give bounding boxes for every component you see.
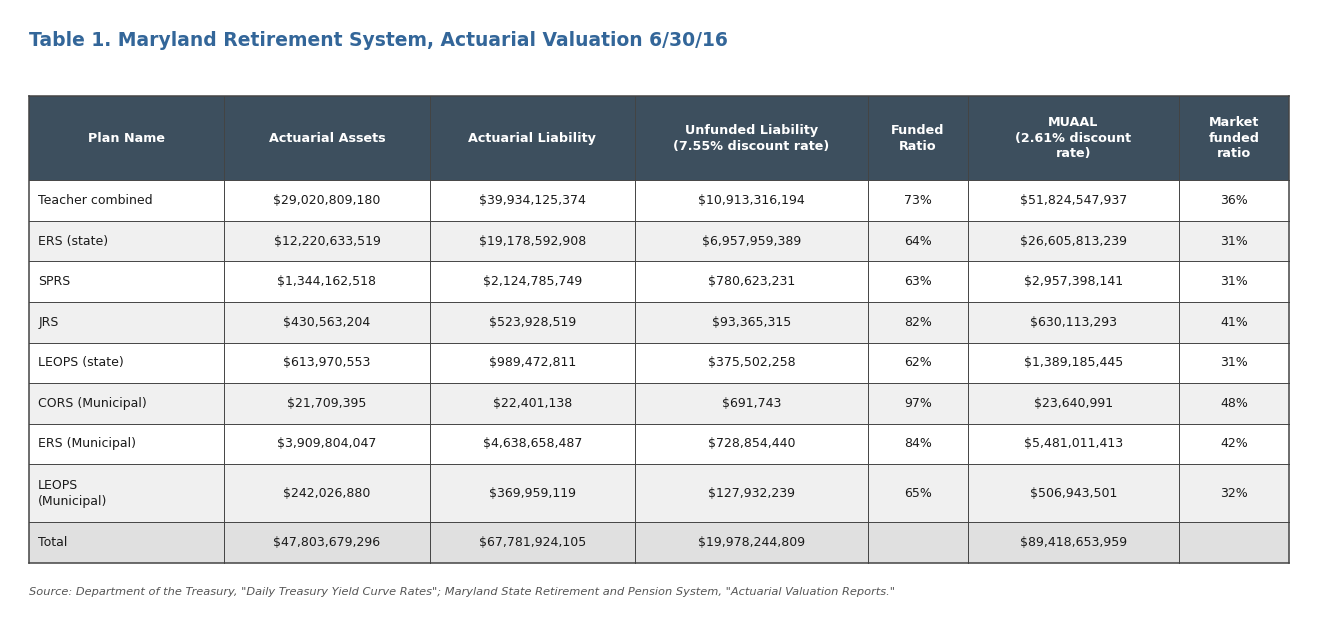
Text: $127,932,239: $127,932,239	[708, 487, 795, 499]
Text: ERS (Municipal): ERS (Municipal)	[38, 437, 136, 450]
Text: $47,803,679,296: $47,803,679,296	[273, 536, 381, 549]
Text: $2,124,785,749: $2,124,785,749	[482, 275, 583, 288]
Text: MUAAL
(2.61% discount
rate): MUAAL (2.61% discount rate)	[1015, 116, 1132, 160]
Text: Source: Department of the Treasury, "Daily Treasury Yield Curve Rates"; Maryland: Source: Department of the Treasury, "Dai…	[29, 587, 895, 597]
Text: $1,389,185,445: $1,389,185,445	[1024, 356, 1123, 369]
Text: $506,943,501: $506,943,501	[1029, 487, 1118, 499]
Text: $780,623,231: $780,623,231	[708, 275, 795, 288]
Text: $989,472,811: $989,472,811	[489, 356, 576, 369]
Text: $375,502,258: $375,502,258	[708, 356, 796, 369]
Text: $3,909,804,047: $3,909,804,047	[277, 437, 377, 450]
Text: LEOPS (state): LEOPS (state)	[38, 356, 124, 369]
Text: $23,640,991: $23,640,991	[1035, 397, 1114, 410]
Text: LEOPS
(Municipal): LEOPS (Municipal)	[38, 479, 108, 508]
Text: 97%: 97%	[904, 397, 932, 410]
Text: $67,781,924,105: $67,781,924,105	[478, 536, 587, 549]
Text: 48%: 48%	[1220, 397, 1248, 410]
Text: 31%: 31%	[1220, 234, 1248, 248]
Text: $691,743: $691,743	[722, 397, 782, 410]
Text: $242,026,880: $242,026,880	[283, 487, 370, 499]
Text: 31%: 31%	[1220, 356, 1248, 369]
Text: 82%: 82%	[904, 316, 932, 329]
Text: 64%: 64%	[904, 234, 932, 248]
Text: SPRS: SPRS	[38, 275, 70, 288]
Text: Table 1. Maryland Retirement System, Actuarial Valuation 6/30/16: Table 1. Maryland Retirement System, Act…	[29, 31, 728, 50]
Text: 62%: 62%	[904, 356, 932, 369]
Text: $29,020,809,180: $29,020,809,180	[273, 194, 381, 207]
Text: 32%: 32%	[1220, 487, 1248, 499]
Text: $4,638,658,487: $4,638,658,487	[482, 437, 583, 450]
Text: Market
funded
ratio: Market funded ratio	[1209, 116, 1260, 160]
Text: 31%: 31%	[1220, 275, 1248, 288]
Text: $93,365,315: $93,365,315	[712, 316, 791, 329]
Text: 84%: 84%	[904, 437, 932, 450]
Text: $728,854,440: $728,854,440	[708, 437, 795, 450]
Text: $10,913,316,194: $10,913,316,194	[699, 194, 805, 207]
Text: $19,978,244,809: $19,978,244,809	[699, 536, 805, 549]
Text: Total: Total	[38, 536, 67, 549]
Text: ERS (state): ERS (state)	[38, 234, 108, 248]
Text: $51,824,547,937: $51,824,547,937	[1020, 194, 1127, 207]
Text: $89,418,653,959: $89,418,653,959	[1020, 536, 1127, 549]
Text: $19,178,592,908: $19,178,592,908	[478, 234, 587, 248]
Text: 36%: 36%	[1220, 194, 1248, 207]
Text: $1,344,162,518: $1,344,162,518	[278, 275, 377, 288]
Text: $630,113,293: $630,113,293	[1031, 316, 1118, 329]
Text: 42%: 42%	[1220, 437, 1248, 450]
Text: $21,709,395: $21,709,395	[287, 397, 366, 410]
Text: Actuarial Liability: Actuarial Liability	[468, 132, 596, 145]
Text: Unfunded Liability
(7.55% discount rate): Unfunded Liability (7.55% discount rate)	[673, 124, 830, 152]
Text: Funded
Ratio: Funded Ratio	[891, 124, 945, 152]
Text: 73%: 73%	[904, 194, 932, 207]
Text: $6,957,959,389: $6,957,959,389	[702, 234, 801, 248]
Text: $39,934,125,374: $39,934,125,374	[478, 194, 585, 207]
Text: $22,401,138: $22,401,138	[493, 397, 572, 410]
Text: $2,957,398,141: $2,957,398,141	[1024, 275, 1123, 288]
Text: JRS: JRS	[38, 316, 58, 329]
Text: 65%: 65%	[904, 487, 932, 499]
Text: $523,928,519: $523,928,519	[489, 316, 576, 329]
Text: $12,220,633,519: $12,220,633,519	[274, 234, 381, 248]
Text: $430,563,204: $430,563,204	[283, 316, 370, 329]
Text: 63%: 63%	[904, 275, 932, 288]
Text: CORS (Municipal): CORS (Municipal)	[38, 397, 148, 410]
Text: $26,605,813,239: $26,605,813,239	[1020, 234, 1127, 248]
Text: $5,481,011,413: $5,481,011,413	[1024, 437, 1123, 450]
Text: $369,959,119: $369,959,119	[489, 487, 576, 499]
Text: 41%: 41%	[1220, 316, 1248, 329]
Text: Plan Name: Plan Name	[88, 132, 165, 145]
Text: Actuarial Assets: Actuarial Assets	[269, 132, 385, 145]
Text: Teacher combined: Teacher combined	[38, 194, 153, 207]
Text: $613,970,553: $613,970,553	[283, 356, 370, 369]
